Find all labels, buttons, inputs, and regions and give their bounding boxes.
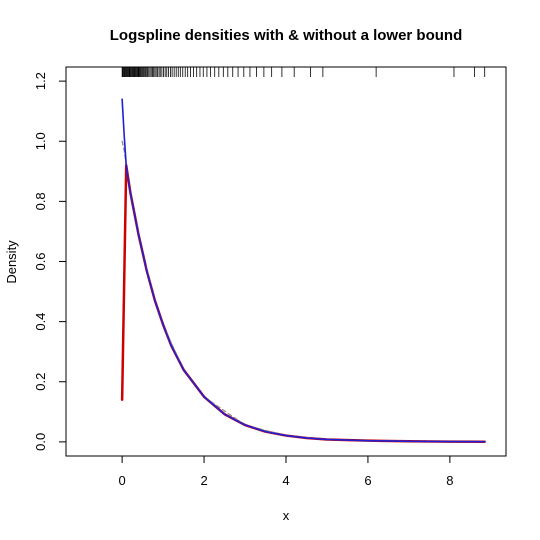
- x-tick-label: 8: [446, 473, 453, 488]
- density-series-3: [121, 98, 486, 443]
- density-series-1: [120, 164, 486, 443]
- y-tick-label: 0.6: [33, 252, 48, 270]
- rug-layer: [121, 67, 486, 77]
- x-tick-label: 2: [200, 473, 207, 488]
- density-series-2: [121, 140, 486, 443]
- y-tick-label: 0.2: [33, 373, 48, 391]
- y-tick-label: 0.0: [33, 433, 48, 451]
- y-tick-label: 1.0: [33, 132, 48, 150]
- y-tick-label: 0.8: [33, 192, 48, 210]
- x-axis-label: x: [283, 508, 290, 523]
- x-tick-label: 0: [119, 473, 126, 488]
- y-tick-label: 0.4: [33, 313, 48, 331]
- chart-title: Logspline densities with & without a low…: [110, 27, 463, 44]
- plot-frame: [65, 66, 507, 457]
- x-tick-label: 6: [364, 473, 371, 488]
- series-layer: [120, 98, 486, 443]
- y-axis-label: Density: [4, 240, 19, 284]
- y-tick-label: 1.2: [33, 72, 48, 90]
- y-axis: 0.0 0.2 0.4 0.6 0.8 1.0 1.2: [33, 72, 67, 451]
- x-tick-label: 4: [282, 473, 289, 488]
- x-axis: 0 2 4 6 8: [119, 455, 453, 488]
